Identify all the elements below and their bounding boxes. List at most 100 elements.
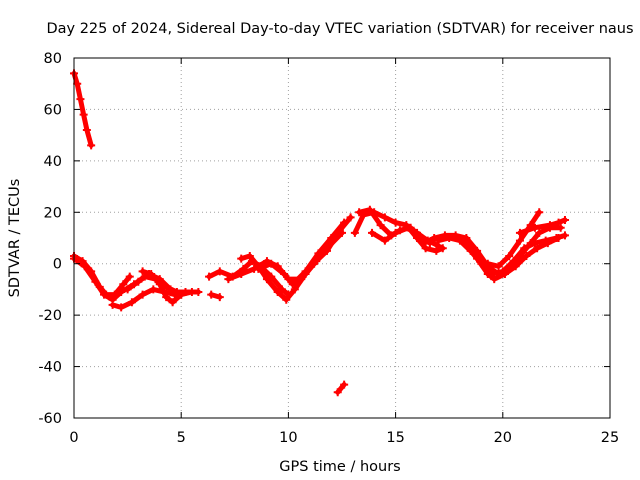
data-point	[413, 234, 422, 242]
series-trace	[335, 382, 347, 395]
data-point	[391, 218, 400, 227]
data-point	[273, 262, 282, 271]
data-point	[73, 79, 82, 88]
data-point	[147, 270, 156, 278]
plot-frame	[73, 57, 611, 419]
data-point	[376, 221, 385, 230]
x-tick-label: 15	[386, 430, 404, 446]
data-point	[530, 223, 539, 232]
data-point	[117, 303, 126, 312]
x-tick-label: 25	[601, 430, 619, 446]
data-point	[162, 293, 171, 302]
data-point	[490, 275, 499, 284]
data-point	[522, 252, 531, 260]
series-arc-12	[333, 380, 349, 397]
chart-title: Day 225 of 2024, Sidereal Day-to-day VTE…	[46, 21, 633, 37]
data-point	[262, 257, 271, 266]
data-point	[368, 228, 377, 237]
data-point	[434, 236, 443, 245]
data-point	[262, 275, 271, 284]
y-tick-label: 80	[44, 51, 62, 67]
data-point	[380, 213, 389, 222]
data-point	[245, 252, 254, 260]
data-point	[438, 244, 447, 253]
data-point	[494, 262, 503, 271]
data-point	[127, 298, 136, 307]
y-tick-label: -40	[38, 360, 62, 376]
data-point	[505, 252, 514, 260]
data-point	[515, 236, 524, 245]
data-point	[556, 223, 565, 232]
axis-ticks: 0 5 10 15 20 25 -60 -40 -20 0 20 40 60 80	[38, 51, 619, 446]
data-point	[445, 234, 454, 242]
series-arc-7	[207, 290, 224, 302]
series-arc-19	[483, 208, 544, 271]
series-trace	[225, 230, 345, 282]
data-point	[520, 244, 529, 253]
data-point	[82, 126, 91, 134]
data-point	[168, 298, 177, 307]
y-tick-label: 40	[44, 154, 62, 170]
data-point	[290, 285, 299, 294]
data-point	[533, 244, 542, 253]
data-point	[340, 380, 349, 389]
data-point	[91, 277, 100, 286]
data-point	[80, 262, 89, 271]
x-tick-label: 20	[494, 430, 512, 446]
data-point	[509, 257, 518, 266]
data-point	[166, 285, 175, 294]
data-point	[273, 288, 282, 296]
data-point	[535, 208, 544, 217]
data-point	[500, 270, 509, 278]
data-point	[483, 259, 492, 268]
x-tick-label: 5	[177, 430, 186, 446]
data-point	[76, 95, 85, 104]
series-arc-6	[138, 267, 186, 307]
data-point	[155, 280, 164, 289]
series-arc-18	[462, 234, 563, 284]
data-point	[365, 205, 374, 214]
data-point	[297, 275, 306, 284]
data-point	[100, 290, 109, 299]
data-point	[177, 290, 186, 299]
data-point	[340, 218, 349, 227]
data-point	[250, 264, 259, 273]
data-point	[138, 267, 147, 276]
data-point	[284, 275, 293, 284]
data-point	[267, 272, 276, 281]
y-tick-label: 60	[44, 102, 62, 118]
data-point	[554, 234, 563, 242]
data-point	[207, 290, 216, 299]
data-point	[530, 239, 539, 248]
data-point	[237, 254, 246, 263]
data-point	[205, 272, 214, 281]
data-point	[483, 270, 492, 278]
data-point	[515, 228, 524, 237]
data-point	[462, 236, 471, 245]
data-point	[391, 228, 400, 237]
data-point	[224, 275, 233, 284]
data-point	[432, 246, 441, 255]
data-point	[430, 234, 439, 242]
data-point	[535, 228, 544, 237]
data-point	[350, 228, 359, 237]
y-tick-label: -60	[38, 411, 62, 427]
data-point	[543, 239, 552, 248]
data-point	[338, 228, 346, 237]
data-point	[134, 277, 143, 286]
data-point	[346, 213, 355, 222]
y-axis-label: SDTVAR / TECUs	[7, 179, 23, 298]
series-arc-15	[368, 223, 447, 255]
data-point	[310, 259, 319, 268]
data-point	[149, 285, 158, 294]
y-tick-label: 0	[53, 257, 62, 273]
x-axis-label: GPS time / hours	[279, 459, 400, 475]
data-point	[419, 239, 428, 248]
data-point	[355, 208, 364, 217]
x-tick-label: 0	[69, 430, 78, 446]
data-point	[117, 288, 126, 296]
x-tick-label: 10	[279, 430, 297, 446]
data-point	[138, 290, 147, 299]
data-point	[125, 272, 134, 281]
